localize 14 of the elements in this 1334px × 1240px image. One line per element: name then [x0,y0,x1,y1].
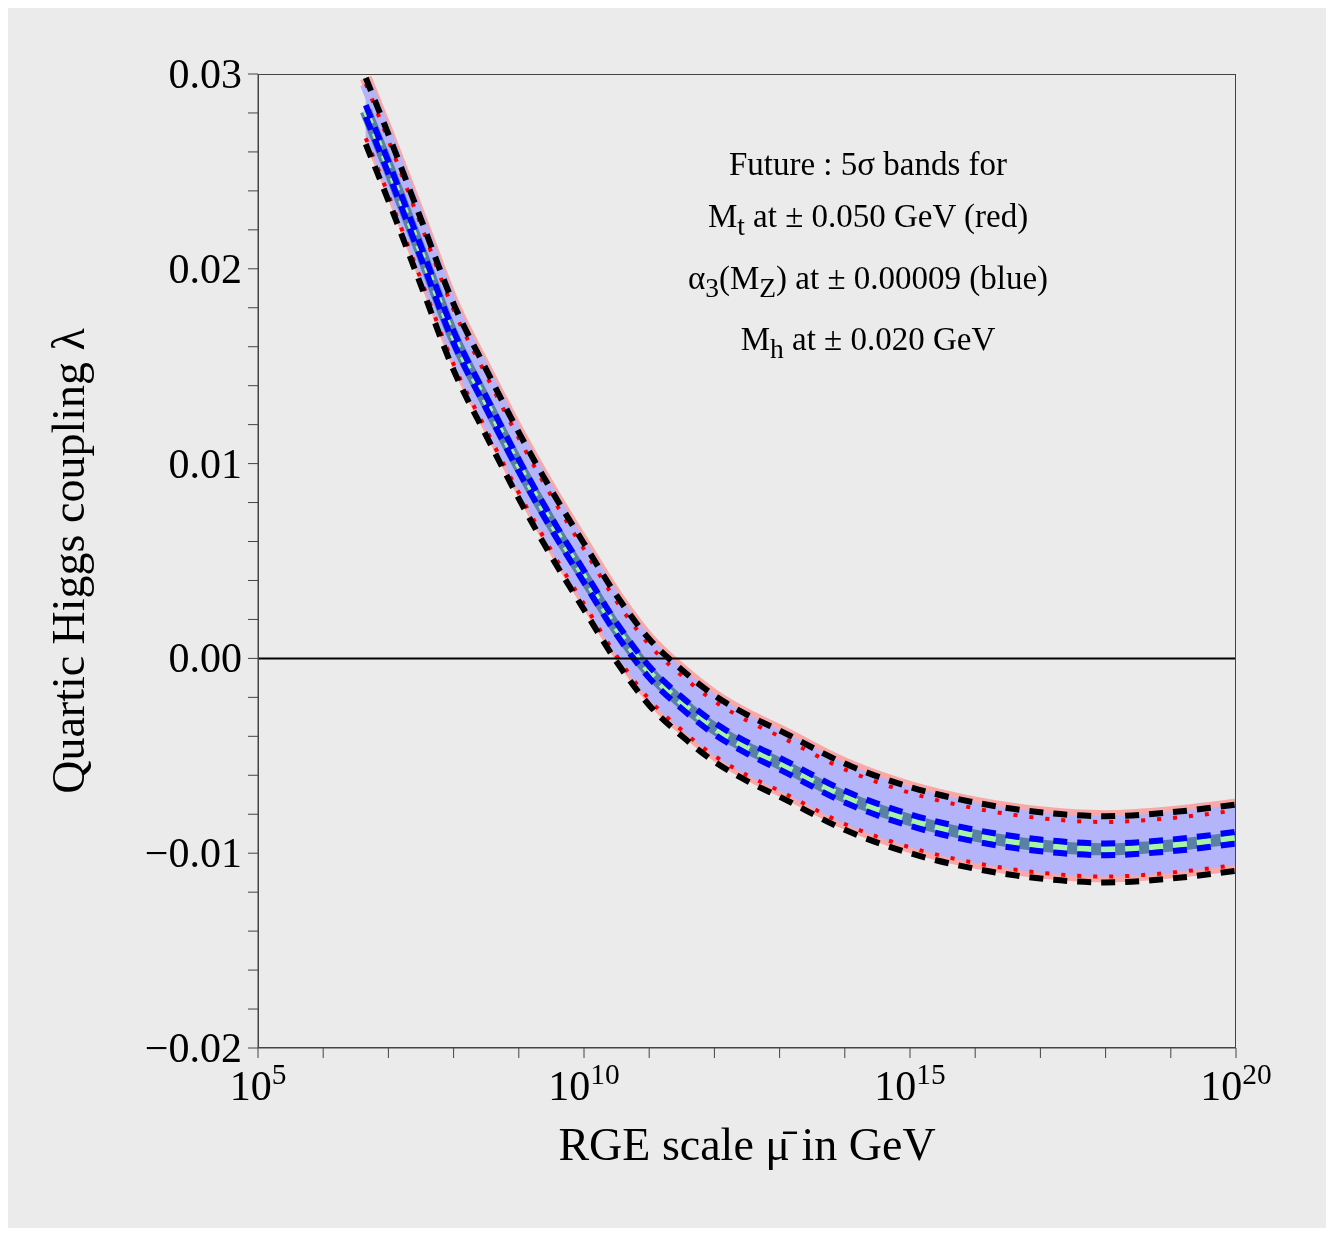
y-tick-label: 0.01 [168,440,242,487]
x-tick-label: 10$^{15}$ [874,1058,946,1109]
y-tick-label: −0.01 [144,830,242,877]
y-tick-label: 0.02 [168,245,242,292]
y-axis-title: Quartic Higgs coupling λ [43,327,95,794]
annotation: M$_{t}$ at ± 0.050 GeV (red) [706,197,1030,243]
annotation: Future : 5σ bands for [727,145,1009,184]
y-tick-label: 0.00 [168,635,242,682]
x-tick-label: 10$^{20}$ [1200,1058,1272,1109]
x-tick-label: 10$^{10}$ [548,1058,620,1109]
annotation: α$_{3}$(M$_{Z}$) at ± 0.00009 (blue) [686,258,1050,305]
x-axis-title: RGE scale μ̄ in GeV [558,1119,936,1170]
annotation: M$_{h}$ at ± 0.020 GeV [739,320,997,366]
y-tick-label: 0.03 [168,51,242,97]
